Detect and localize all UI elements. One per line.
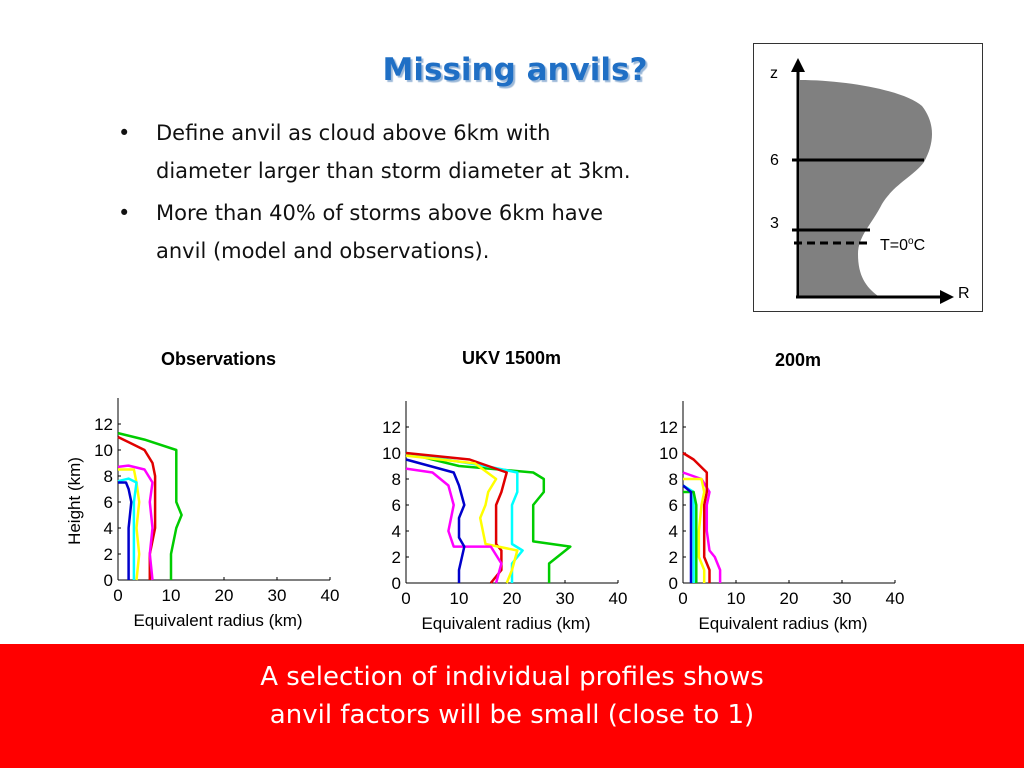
y-tick-label: 10 xyxy=(382,444,401,463)
tick-6-label: 6 xyxy=(770,152,779,169)
z-axis-arrowhead xyxy=(791,58,805,72)
x-tick-label: 40 xyxy=(886,589,905,608)
x-tick-label: 20 xyxy=(780,589,799,608)
y-tick-label: 2 xyxy=(392,548,401,567)
y-tick-label: 6 xyxy=(669,496,678,515)
bullet-item: • More than 40% of storms above 6km have… xyxy=(118,194,648,270)
x-tick-label: 40 xyxy=(321,586,340,605)
y-tick-label: 10 xyxy=(659,444,678,463)
y-tick-label: 6 xyxy=(392,496,401,515)
x-axis-title: Equivalent radius (km) xyxy=(421,614,590,633)
x-tick-label: 30 xyxy=(268,586,287,605)
bullet-text: Define anvil as cloud above 6km with dia… xyxy=(156,121,631,183)
anvil-schematic-svg: z 6 3 R T=0oC xyxy=(770,58,970,304)
profile-line xyxy=(118,481,133,580)
y-tick-label: 12 xyxy=(382,418,401,437)
bullet-item: • Define anvil as cloud above 6km with d… xyxy=(118,114,648,190)
banner-line-2: anvil factors will be small (close to 1) xyxy=(269,700,755,730)
x-axis-title: Equivalent radius (km) xyxy=(698,614,867,633)
y-tick-label: 8 xyxy=(392,470,401,489)
bullet-glyph: • xyxy=(118,201,131,225)
profile-line xyxy=(118,468,141,581)
y-tick-label: 0 xyxy=(392,574,401,593)
profile-line xyxy=(683,477,706,583)
y-tick-label: 8 xyxy=(104,467,113,486)
panel-title-observations: Observations xyxy=(161,349,277,369)
x-tick-label: 40 xyxy=(609,589,628,608)
y-tick-label: 6 xyxy=(104,493,113,512)
x-tick-label: 30 xyxy=(556,589,575,608)
tick-3-label: 3 xyxy=(770,215,779,232)
banner-line-1: A selection of individual profiles shows xyxy=(260,662,764,692)
profile-line xyxy=(405,467,503,584)
conclusion-banner: A selection of individual profiles shows… xyxy=(0,644,1024,768)
panel-title-200m: 200m xyxy=(775,350,822,370)
slide-title: Missing anvils? xyxy=(382,52,648,88)
r-axis-label: R xyxy=(958,285,970,302)
freezing-level-label: T=0oC xyxy=(880,236,925,254)
y-tick-label: 8 xyxy=(669,470,678,489)
r-axis-arrowhead xyxy=(940,290,954,304)
y-tick-label: 0 xyxy=(104,571,113,590)
y-tick-label: 12 xyxy=(659,418,678,437)
profile-line xyxy=(117,477,138,580)
cloud-profile-shape xyxy=(800,80,932,296)
x-tick-label: 10 xyxy=(727,589,746,608)
x-tick-label: 20 xyxy=(215,586,234,605)
profile-line xyxy=(682,484,693,583)
x-tick-label: 0 xyxy=(113,586,122,605)
y-tick-label: 4 xyxy=(392,522,401,541)
y-tick-label: 2 xyxy=(104,545,113,564)
profile-line xyxy=(682,471,722,583)
x-tick-label: 0 xyxy=(401,589,410,608)
y-tick-label: 4 xyxy=(669,522,678,541)
profile-line xyxy=(682,451,711,583)
y-tick-label: 10 xyxy=(94,441,113,460)
x-tick-label: 10 xyxy=(162,586,181,605)
x-tick-label: 0 xyxy=(678,589,687,608)
bullet-text: More than 40% of storms above 6km have a… xyxy=(156,201,604,263)
x-tick-label: 30 xyxy=(833,589,852,608)
x-tick-label: 20 xyxy=(503,589,522,608)
profile-line xyxy=(405,451,508,584)
panel-title-ukv: UKV 1500m xyxy=(462,348,562,368)
y-tick-label: 4 xyxy=(104,519,113,538)
profile-line xyxy=(117,431,183,580)
chart-observations: 0 10 20 30 40 0 2 4 6 8 10 12 Equivalent radius (km)… xyxy=(65,398,340,630)
profile-line xyxy=(117,464,154,581)
bullet-list: • Define anvil as cloud above 6km with d… xyxy=(118,114,648,274)
profile-line xyxy=(405,454,519,584)
y-axis-title: Height (km) xyxy=(65,457,84,545)
z-axis-label: z xyxy=(770,65,778,82)
bullet-glyph: • xyxy=(118,121,131,145)
y-tick-label: 12 xyxy=(94,415,113,434)
x-axis-title: Equivalent radius (km) xyxy=(133,611,302,630)
y-tick-label: 0 xyxy=(669,574,678,593)
anvil-schematic: z 6 3 R T=0oC xyxy=(753,43,983,312)
x-tick-label: 10 xyxy=(450,589,469,608)
profile-line xyxy=(405,458,466,583)
chart-ukv-1500m: 0 10 20 30 40 0 2 4 6 8 10 12 Equivalent radius (km) xyxy=(382,401,628,633)
y-tick-label: 2 xyxy=(669,548,678,567)
chart-200m: 0 10 20 30 40 0 2 4 6 8 10 12 Equivalent radius (km) xyxy=(659,401,905,633)
